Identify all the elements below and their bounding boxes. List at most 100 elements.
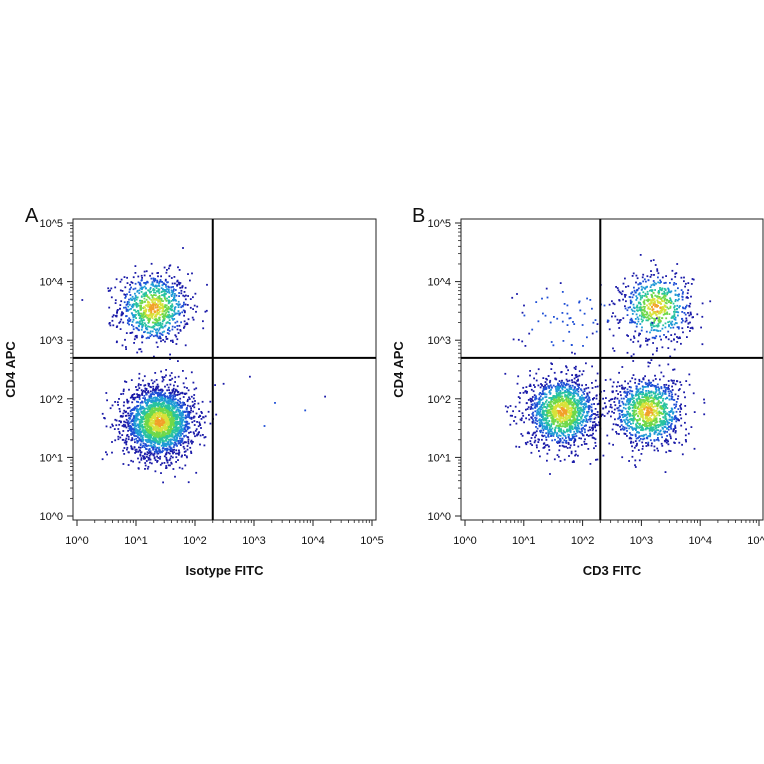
event-dot (677, 287, 679, 290)
event-dot (650, 302, 653, 304)
event-dot (174, 422, 177, 425)
event-dot (179, 402, 182, 404)
event-dot (166, 405, 169, 408)
event-dot (574, 418, 577, 421)
event-dot (136, 303, 139, 306)
event-dot (592, 424, 594, 427)
event-dot (171, 433, 174, 436)
event-dot (135, 310, 137, 313)
event-dot (659, 309, 662, 312)
event-dot (149, 286, 152, 289)
event-dot (186, 323, 189, 325)
event-dot (158, 328, 161, 331)
event-dot (169, 383, 172, 386)
event-dot (557, 455, 560, 458)
event-dot (147, 315, 150, 318)
event-dot (650, 315, 653, 317)
event-dot (692, 316, 694, 318)
event-dot (118, 430, 121, 433)
event-dot (130, 433, 133, 435)
event-dot (152, 279, 155, 281)
event-dot (159, 398, 162, 401)
event-dot (674, 272, 677, 275)
event-dot (664, 294, 667, 297)
event-dot (138, 407, 141, 410)
event-dot (136, 336, 138, 339)
event-dot (190, 452, 193, 454)
event-dot (534, 404, 537, 406)
event-dot (691, 326, 694, 329)
event-dot (680, 342, 682, 345)
event-dot (162, 397, 164, 400)
event-dot (594, 445, 597, 447)
event-dot (162, 313, 164, 315)
event-dot (171, 431, 174, 434)
event-dot (541, 407, 544, 409)
event-dot (146, 403, 149, 406)
event-dot (178, 466, 181, 469)
event-dot (543, 434, 546, 437)
event-dot (131, 320, 134, 323)
event-dot (115, 341, 118, 344)
event-dot (574, 368, 577, 370)
event-dot (653, 298, 656, 300)
event-dot (673, 310, 675, 313)
event-dot (559, 430, 562, 433)
event-dot (163, 325, 166, 328)
event-dot (146, 317, 149, 319)
event-dot (173, 422, 176, 425)
event-dot (189, 446, 192, 449)
event-dot (170, 295, 173, 297)
event-dot (566, 424, 569, 427)
event-dot (509, 423, 512, 426)
event-dot (636, 316, 639, 319)
event-dot (551, 408, 554, 410)
event-dot (602, 454, 605, 457)
event-dot (669, 307, 672, 309)
event-dot (156, 328, 159, 331)
event-dot (551, 427, 554, 430)
event-dot (568, 427, 571, 430)
event-dot (174, 438, 176, 441)
event-dot (150, 311, 153, 314)
event-dot (154, 306, 157, 309)
event-dot (139, 419, 141, 421)
event-dot (121, 434, 124, 436)
event-dot (164, 399, 167, 402)
event-dot (535, 414, 538, 417)
event-dot (178, 413, 181, 416)
event-dot (552, 406, 555, 408)
event-dot (161, 389, 164, 392)
event-dot (147, 449, 150, 452)
event-dot (140, 296, 143, 298)
event-dot (687, 312, 689, 314)
event-dot (118, 423, 121, 426)
event-dot (149, 432, 151, 434)
event-dot (171, 400, 174, 403)
event-dot (157, 430, 159, 433)
event-dot (131, 295, 134, 298)
event-dot (163, 376, 166, 378)
event-dot (648, 302, 651, 305)
event-dot (202, 434, 204, 436)
event-dot (632, 353, 635, 356)
event-dot (660, 302, 663, 305)
event-dot (539, 455, 541, 458)
event-dot (161, 294, 163, 297)
event-dot (667, 330, 670, 333)
event-dot (141, 437, 144, 439)
event-dot (159, 440, 161, 442)
event-dot (635, 281, 637, 284)
event-dot (141, 323, 143, 326)
event-dot (147, 303, 150, 306)
event-dot (565, 445, 567, 448)
event-dot (111, 319, 114, 322)
event-dot (136, 393, 138, 396)
event-dot (561, 408, 563, 411)
event-dot (184, 414, 187, 417)
event-dot (142, 397, 145, 399)
event-dot (153, 415, 155, 418)
event-dot (155, 287, 158, 289)
event-dot (164, 412, 167, 415)
event-dot (145, 399, 148, 401)
